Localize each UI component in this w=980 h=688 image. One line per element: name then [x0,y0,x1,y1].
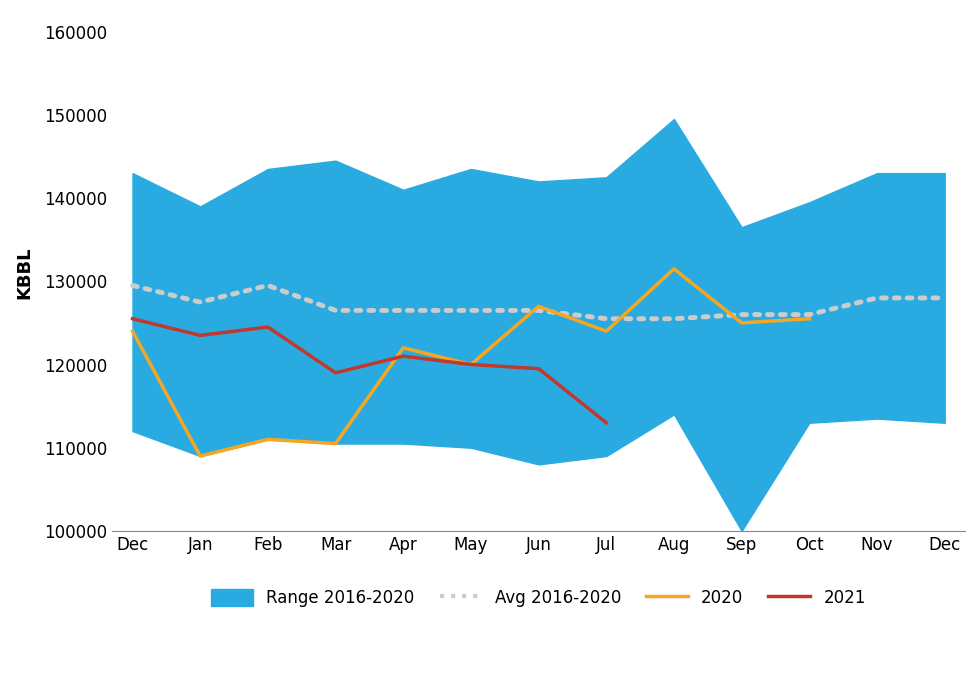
Legend: Range 2016-2020, Avg 2016-2020, 2020, 2021: Range 2016-2020, Avg 2016-2020, 2020, 20… [203,581,874,616]
Y-axis label: KBBL: KBBL [15,247,33,299]
